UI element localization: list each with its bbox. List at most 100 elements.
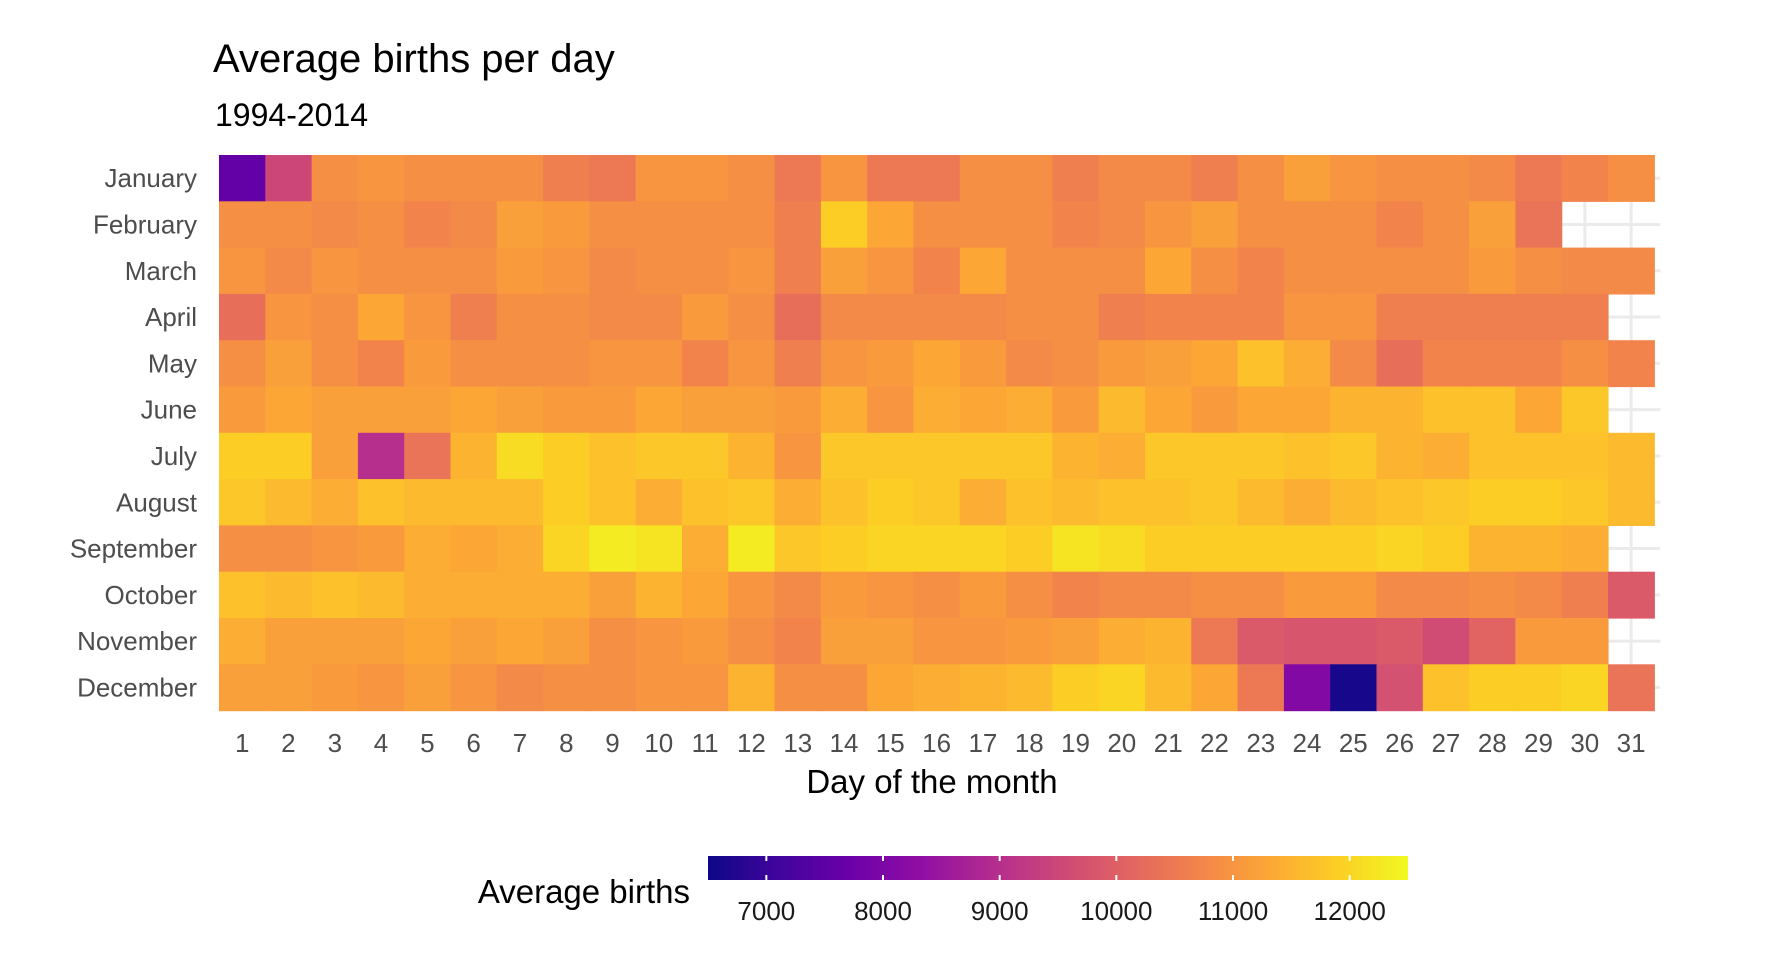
heatmap-cell [357, 386, 405, 434]
heatmap-cell [357, 201, 405, 249]
heatmap-cell [1006, 155, 1053, 202]
heatmap-cell [496, 201, 544, 249]
heatmap-cell [959, 293, 1007, 341]
y-tick-label: August [116, 487, 198, 517]
heatmap-cell [1515, 386, 1563, 434]
heatmap-cell [682, 664, 729, 712]
heatmap-cell [774, 201, 822, 249]
heatmap-cell [1191, 432, 1239, 480]
heatmap-cell [1191, 479, 1239, 526]
heatmap-cell [1006, 618, 1053, 665]
heatmap-cell [1237, 618, 1285, 665]
heatmap-cell [635, 247, 683, 295]
heatmap-cell [589, 571, 637, 619]
heatmap-cell [543, 201, 590, 249]
heatmap-cell [450, 293, 498, 341]
heatmap-cell [1330, 479, 1378, 526]
x-axis-day-labels: 1 2 3 4 5 6 7 8 9 10 11 12 13 14 15 16 17 18 19 20 21 22 23 24 2… [235, 728, 1646, 758]
heatmap-cell [1052, 386, 1100, 434]
heatmap-cell [1330, 664, 1378, 712]
heatmap-cell [357, 247, 405, 295]
heatmap-cell [1283, 525, 1331, 573]
heatmap-cell [450, 618, 498, 665]
heatmap-cell [543, 432, 590, 480]
heatmap-cell [1469, 479, 1516, 526]
heatmap-cell [959, 340, 1007, 388]
heatmap-cell [1237, 525, 1285, 573]
heatmap-cell [311, 293, 359, 341]
heatmap-cell [496, 155, 544, 202]
heatmap-cell [450, 432, 498, 480]
heatmap-cell [959, 247, 1007, 295]
heatmap-cell [913, 247, 961, 295]
heatmap-cell [728, 340, 776, 388]
heatmap-cell [265, 340, 313, 388]
heatmap-cell [682, 386, 729, 434]
heatmap-cell [1330, 386, 1378, 434]
heatmap-cell [1098, 386, 1146, 434]
heatmap-cell [1283, 571, 1331, 619]
heatmap-cell [913, 479, 961, 526]
heatmap-cell [728, 479, 776, 526]
heatmap-cell [1561, 386, 1609, 434]
heatmap-cell [635, 201, 683, 249]
heatmap-cell [1561, 479, 1609, 526]
heatmap-cell [1098, 201, 1146, 249]
heatmap-cell [867, 247, 915, 295]
heatmap-cell [1376, 155, 1424, 202]
x-tick-label: 21 [1154, 728, 1183, 758]
heatmap-cell [1006, 247, 1053, 295]
heatmap-cell [1098, 571, 1146, 619]
heatmap-cell [219, 155, 266, 202]
heatmap-cell [219, 664, 266, 712]
heatmap-cell [589, 479, 637, 526]
heatmap-cell [265, 664, 313, 712]
heatmap-cell [219, 479, 266, 526]
heatmap-cell [496, 479, 544, 526]
heatmap-cell [635, 432, 683, 480]
x-tick-label: 28 [1478, 728, 1507, 758]
heatmap-cell [1515, 155, 1563, 202]
heatmap-cell [1376, 247, 1424, 295]
x-axis-title: Day of the month [806, 763, 1057, 800]
heatmap-cell [1006, 479, 1053, 526]
heatmap-cell [1330, 340, 1378, 388]
y-tick-label: June [141, 395, 197, 425]
y-axis-month-labels: January February March April May June July Augu… [70, 163, 198, 702]
heatmap-cell [867, 618, 915, 665]
heatmap-cell [450, 201, 498, 249]
colorbar-tick-label: 11000 [1198, 896, 1268, 926]
heatmap-cell [728, 201, 776, 249]
heatmap-cell [1330, 201, 1378, 249]
heatmap-cell [357, 432, 405, 480]
heatmap-cell [311, 664, 359, 712]
x-tick-label: 12 [737, 728, 766, 758]
heatmap-cell [1515, 293, 1563, 341]
heatmap-cell [1608, 571, 1655, 619]
heatmap-cell [357, 664, 405, 712]
heatmap-cell [1237, 247, 1285, 295]
heatmap-cell [1422, 386, 1470, 434]
y-tick-label: October [105, 580, 198, 610]
heatmap-cell [913, 571, 961, 619]
heatmap-cell [1145, 386, 1192, 434]
heatmap-cell [1006, 293, 1053, 341]
heatmap-cell [959, 571, 1007, 619]
heatmap-cell [219, 293, 266, 341]
heatmap-cell [774, 525, 822, 573]
heatmap-cell [543, 479, 590, 526]
heatmap-cell [1052, 479, 1100, 526]
heatmap-cell [496, 432, 544, 480]
heatmap-cell [913, 155, 961, 202]
heatmap-cell [1145, 479, 1192, 526]
heatmap-cell [1469, 386, 1516, 434]
heatmap-cell [820, 386, 868, 434]
x-tick-label: 6 [466, 728, 480, 758]
heatmap-cell [1006, 432, 1053, 480]
heatmap-cell [1052, 340, 1100, 388]
x-tick-label: 8 [559, 728, 573, 758]
colorbar-tick-label: 12000 [1314, 896, 1386, 926]
heatmap-cell [265, 618, 313, 665]
heatmap-cell [311, 525, 359, 573]
x-tick-label: 18 [1015, 728, 1044, 758]
